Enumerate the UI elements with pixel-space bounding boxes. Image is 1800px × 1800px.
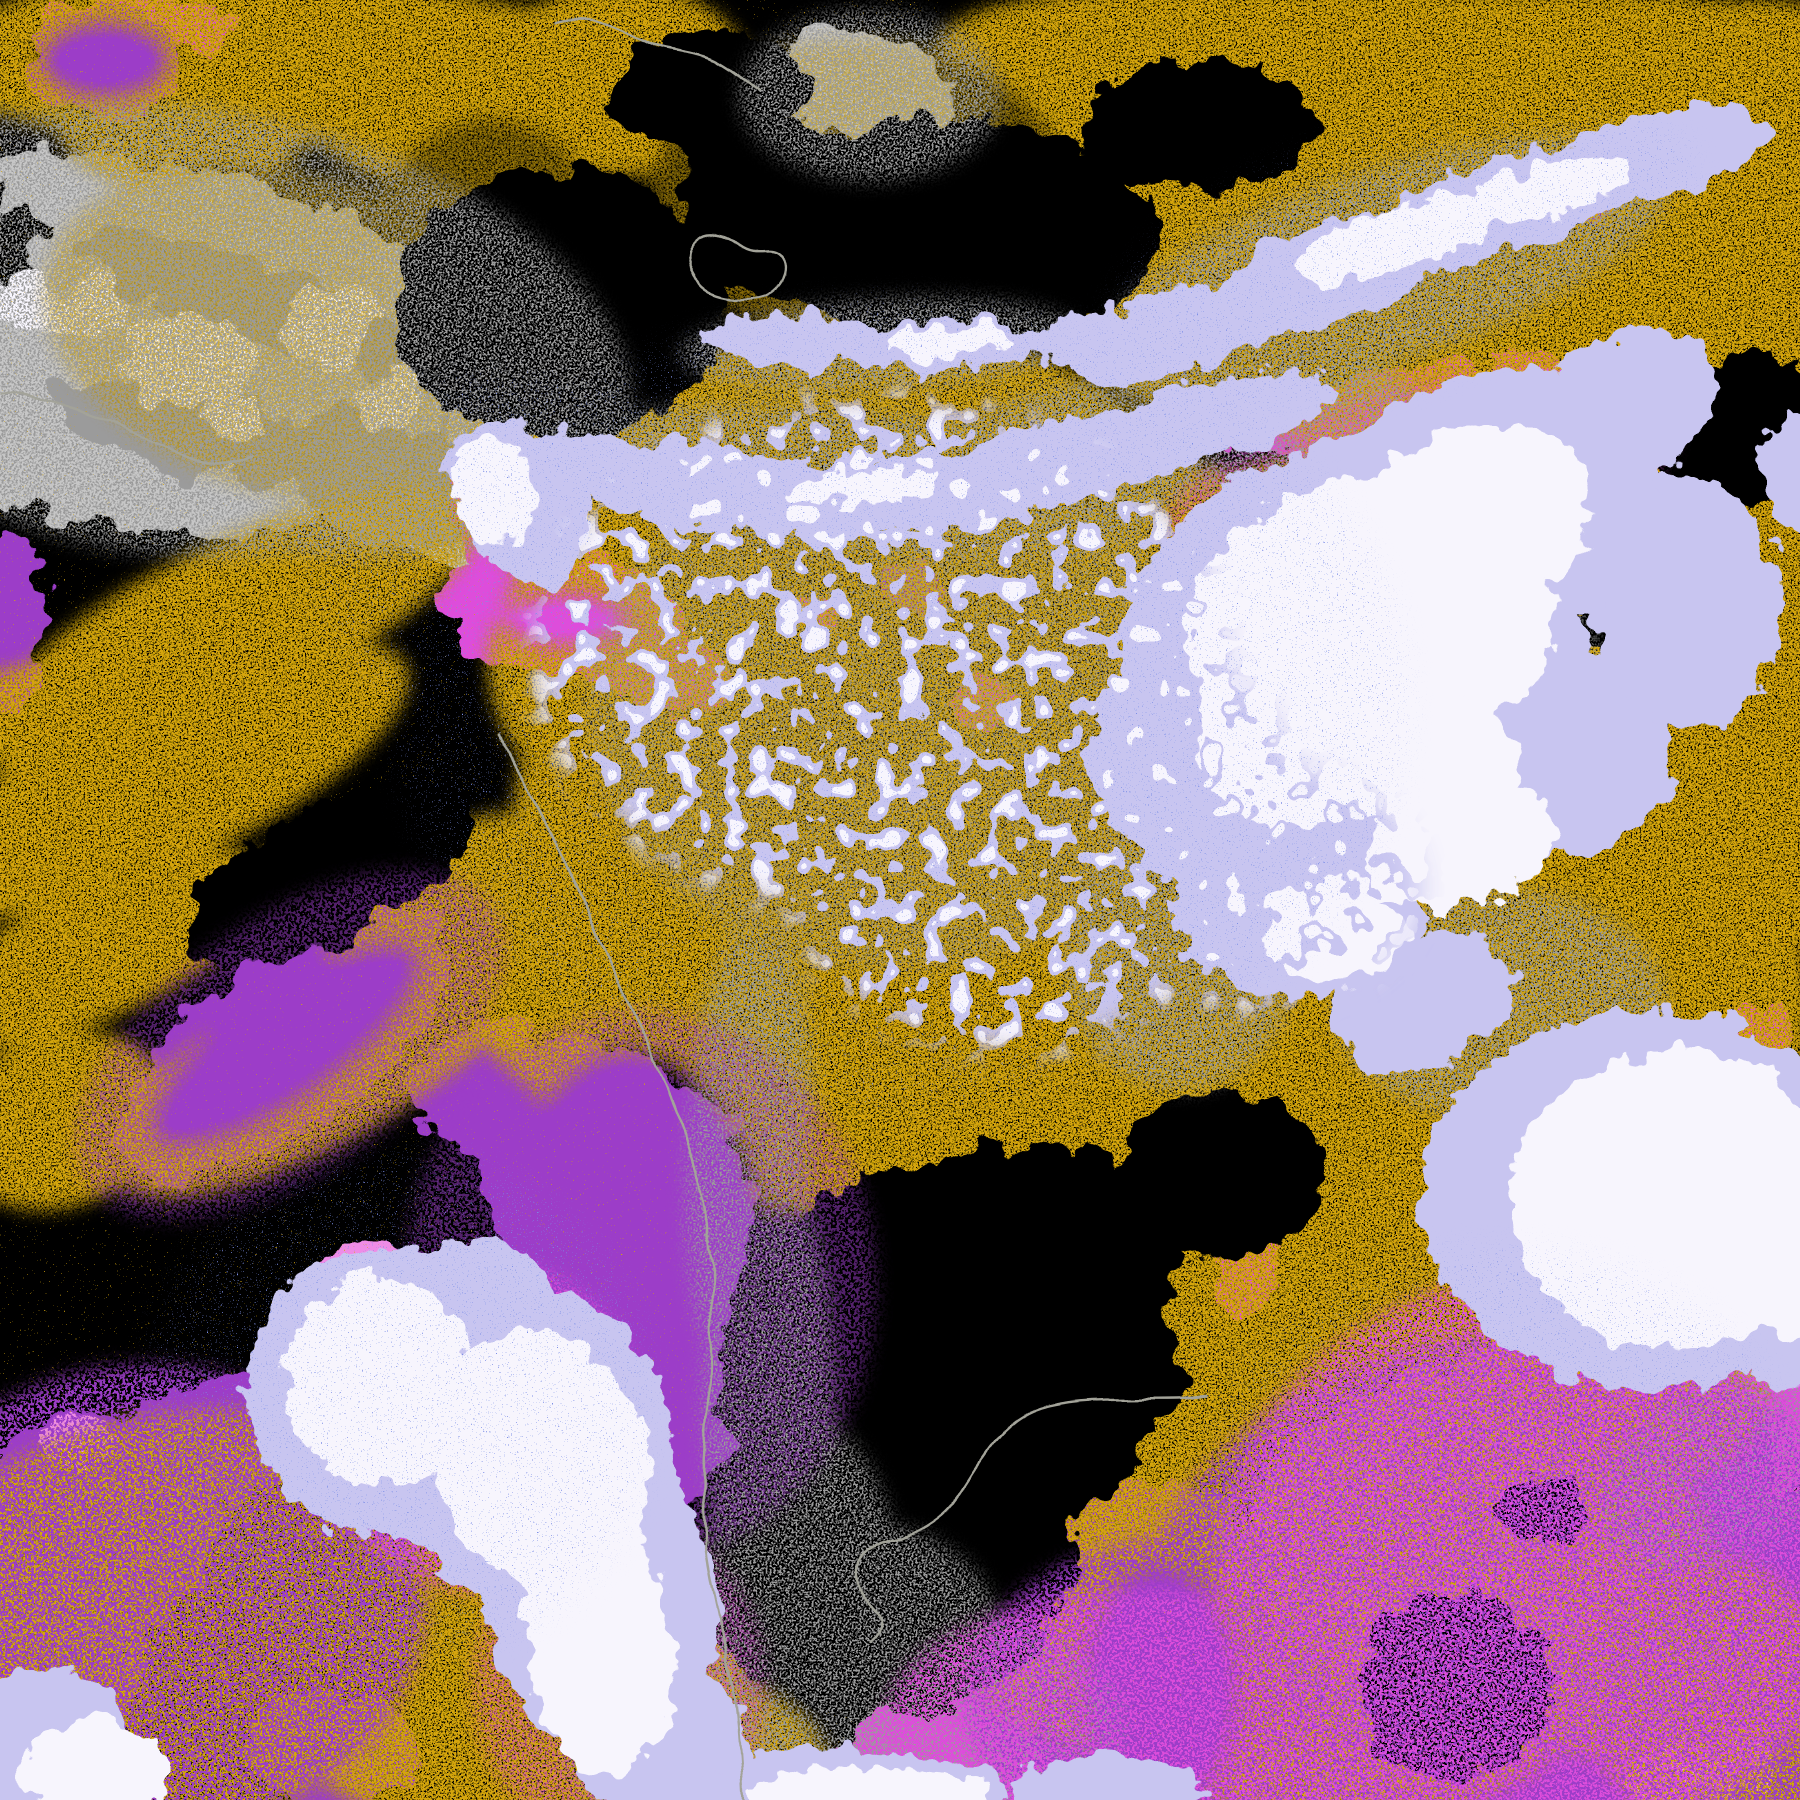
satellite-scene (0, 0, 1800, 1800)
blue-speckle (0, 0, 1800, 1800)
satellite-image (0, 0, 1800, 1800)
